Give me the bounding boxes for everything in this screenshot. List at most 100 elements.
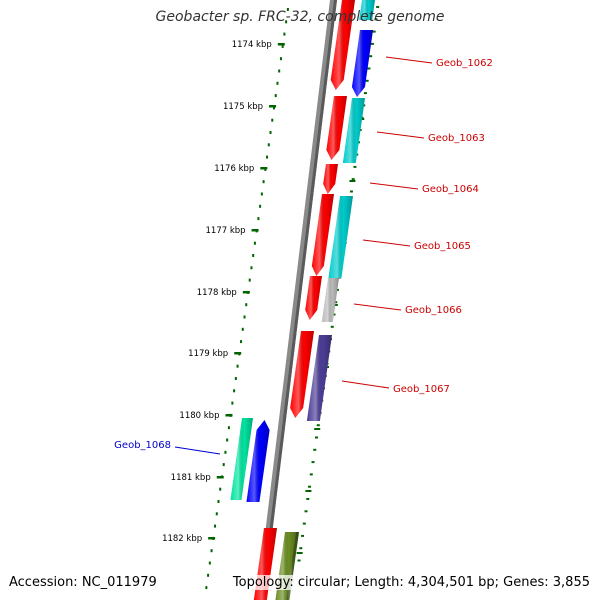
guide-dot: [332, 313, 336, 316]
scale-dot: [250, 266, 253, 270]
guide-dot: [313, 448, 317, 451]
scale-tick: [225, 414, 233, 417]
gene-label[interactable]: Geob_1062: [436, 58, 493, 69]
cds-feature-shading: [323, 164, 338, 194]
guide-dot: [330, 325, 334, 328]
guide-dot: [334, 301, 338, 304]
guide-dot: [302, 522, 306, 525]
scale-dot: [281, 44, 284, 48]
guide-dot: [370, 42, 374, 45]
scale-tick: [208, 537, 216, 540]
cog-feature-Geob_1065-shading: [328, 196, 353, 278]
scale-dot: [253, 241, 256, 245]
scale-dot: [208, 561, 211, 565]
scale-dot: [279, 57, 282, 61]
scale-dot: [259, 204, 262, 208]
map-title: Geobacter sp. FRC-32, complete genome: [155, 9, 445, 25]
gene-label[interactable]: Geob_1067: [393, 384, 450, 395]
scale-tick-label: 1177 kbp: [206, 226, 246, 236]
guide-dot: [365, 79, 369, 82]
gene-label[interactable]: Geob_1068: [114, 440, 171, 451]
guide-tick: [349, 180, 356, 182]
scale-dot: [267, 143, 270, 147]
guide-dot: [311, 461, 315, 464]
gene-leader-line: [341, 380, 390, 389]
cog-feature-Geob_1067-shading: [306, 335, 332, 421]
scale-dot: [241, 327, 244, 331]
scale-tick-label: 1176 kbp: [214, 164, 254, 174]
cog-feature-Geob_1062-shading: [351, 30, 373, 97]
gene-labels: Geob_1062 Geob_1063 Geob_1064 Geob_1065 Geob…: [114, 56, 493, 455]
gene-leader-line: [369, 182, 419, 190]
scale-dot: [234, 377, 237, 380]
scale-tick: [242, 291, 250, 294]
guide-dot: [316, 424, 320, 427]
scale-dot: [233, 389, 236, 393]
cds-feature-shading: [311, 194, 334, 276]
guide-dot: [374, 18, 378, 21]
scale-dot: [217, 500, 220, 503]
guide-dot: [369, 55, 373, 58]
guide-dot: [306, 498, 310, 500]
scale-dot: [207, 573, 210, 577]
accession-label: Accession: NC_011979: [9, 575, 157, 590]
guide-dot: [301, 534, 305, 537]
scale-tick-label: 1178 kbp: [197, 288, 237, 298]
guide-dot: [349, 190, 353, 193]
cog-feature-Geob_1063-shading: [342, 98, 365, 163]
guide-dot: [367, 67, 371, 70]
guide-tick: [314, 428, 321, 430]
cds-feature-shading: [290, 331, 314, 418]
guide-dot: [372, 30, 376, 33]
gene-label[interactable]: Geob_1066: [405, 305, 462, 316]
scale-tick-label: 1180 kbp: [179, 411, 219, 421]
scale-tick-label: 1174 kbp: [232, 40, 272, 50]
guide-dot: [351, 178, 355, 181]
cds-feature-shading: [305, 276, 322, 320]
guide-tick: [305, 490, 312, 492]
scale-dot: [243, 315, 246, 319]
guide-tick: [296, 552, 303, 554]
scale-dot: [271, 118, 274, 122]
gene-label[interactable]: Geob_1063: [428, 133, 485, 144]
guide-dot: [308, 485, 312, 488]
scale-tick: [216, 476, 224, 479]
scale-dot: [222, 463, 225, 467]
gene-leader-line: [385, 56, 433, 64]
cog-feature-Geob_1066-shading: [321, 278, 339, 322]
scale-dot: [266, 155, 269, 159]
scale-dot: [214, 524, 217, 528]
scale-tick: [260, 167, 268, 170]
scale-dot: [231, 401, 234, 405]
scale-tick-label: 1182 kbp: [162, 534, 202, 544]
scale-dot: [260, 192, 263, 196]
scale-dot: [205, 586, 208, 590]
scale-tick: [251, 229, 259, 232]
cog-feature-Geob_1068-shading: [246, 420, 270, 502]
gene-label[interactable]: Geob_1065: [414, 241, 471, 252]
guide-dot: [309, 473, 313, 476]
cds-feature-shading: [326, 96, 347, 160]
scale-dot: [257, 217, 260, 221]
scale-dot: [262, 180, 265, 184]
guide-dot: [376, 6, 380, 8]
gene-leader-line: [362, 239, 411, 247]
scale-dot: [278, 69, 281, 73]
scale-dot: [252, 254, 255, 257]
scale-tick: [277, 43, 285, 46]
gene-leader-line: [376, 131, 425, 139]
scale-tick: [234, 352, 242, 355]
scale-dot: [226, 438, 229, 442]
scale-tick-label: 1179 kbp: [188, 349, 228, 359]
genome-backbone: [257, 0, 337, 600]
scale-dot: [283, 32, 286, 36]
scale-dot: [274, 94, 277, 98]
scale-dot: [286, 8, 289, 11]
gene-leader-line: [174, 446, 221, 455]
scale-dot: [210, 549, 213, 553]
guide-dot: [299, 547, 303, 550]
cds-feature-shading: [330, 0, 355, 90]
gene-label[interactable]: Geob_1064: [422, 184, 479, 195]
guide-dot: [335, 288, 339, 291]
